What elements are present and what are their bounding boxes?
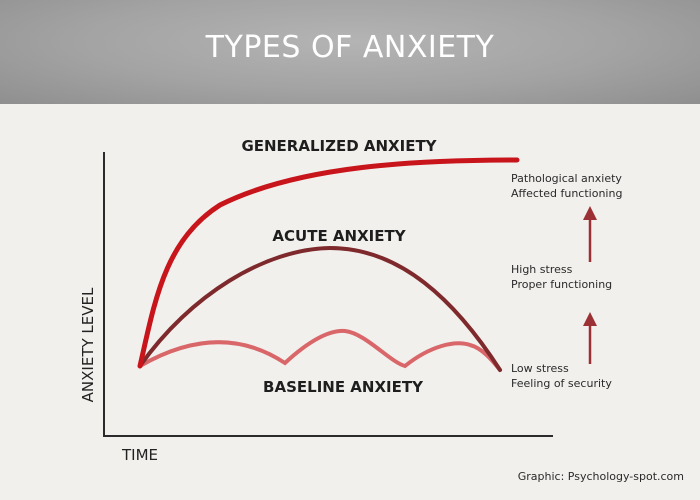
high-level-note-line2: Affected functioning (511, 187, 622, 200)
generalized-anxiety-label: GENERALIZED ANXIETY (241, 137, 437, 155)
header-banner: TYPES OF ANXIETY (0, 0, 700, 104)
upper-arrow (583, 206, 597, 262)
page-title: TYPES OF ANXIETY (205, 30, 495, 65)
y-axis-title: ANXIETY LEVEL (79, 287, 97, 402)
mid-level-note-line2: Proper functioning (511, 278, 612, 291)
x-axis-title: TIME (121, 446, 158, 464)
acute-anxiety-label: ACUTE ANXIETY (272, 227, 406, 245)
low-level-note-line2: Feeling of security (511, 377, 612, 390)
generalized-anxiety-curve (137, 157, 520, 369)
credit-text: Graphic: Psychology-spot.com (517, 470, 684, 483)
acute-anxiety-curve (138, 245, 502, 372)
low-level-note-line1: Low stress (511, 362, 569, 375)
high-level-note-line1: Pathological anxiety (511, 172, 622, 185)
baseline-anxiety-curve (138, 328, 502, 372)
mid-level-note-line1: High stress (511, 263, 573, 276)
baseline-anxiety-label: BASELINE ANXIETY (263, 378, 424, 396)
lower-arrow (583, 312, 597, 364)
